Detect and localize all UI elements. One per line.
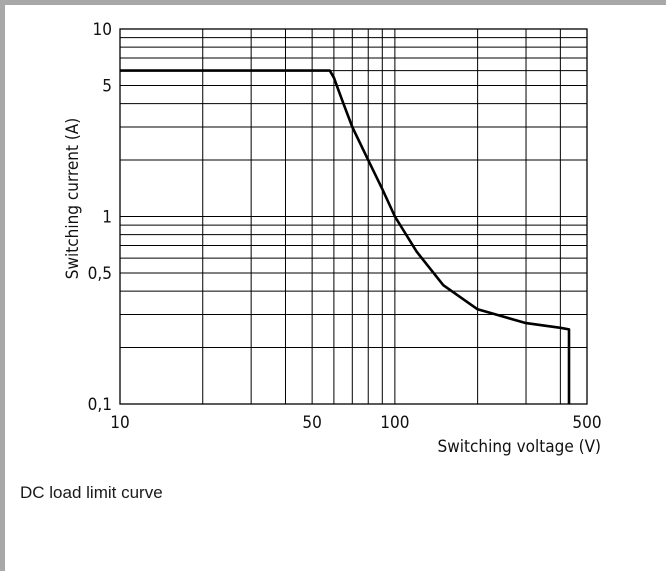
x-tick-label: 50 bbox=[302, 413, 321, 433]
y-tick-label: 1 bbox=[102, 208, 112, 228]
x-axis-title: Switching voltage (V) bbox=[438, 437, 601, 457]
y-tick-label: 0,5 bbox=[88, 264, 112, 284]
x-tick-label: 100 bbox=[380, 413, 409, 433]
y-tick-label: 0,1 bbox=[88, 395, 112, 415]
y-tick-label: 10 bbox=[93, 20, 112, 40]
grid bbox=[120, 29, 587, 404]
x-tick-label: 500 bbox=[572, 413, 601, 433]
figure-caption: DC load limit curve bbox=[20, 483, 163, 502]
x-tick-labels: 10 50 100 500 bbox=[110, 413, 601, 433]
y-tick-label: 5 bbox=[102, 76, 112, 96]
y-tick-labels: 10 5 1 0,5 0,1 bbox=[88, 20, 112, 415]
x-tick-label: 10 bbox=[110, 413, 129, 433]
dc-load-limit-chart: 10 50 100 500 10 5 1 0,5 0,1 Switching voltage … bbox=[63, 20, 602, 457]
y-axis-title: Switching current (A) bbox=[63, 118, 83, 279]
plot-border bbox=[119, 28, 588, 405]
limit-curve-line bbox=[120, 69, 571, 404]
